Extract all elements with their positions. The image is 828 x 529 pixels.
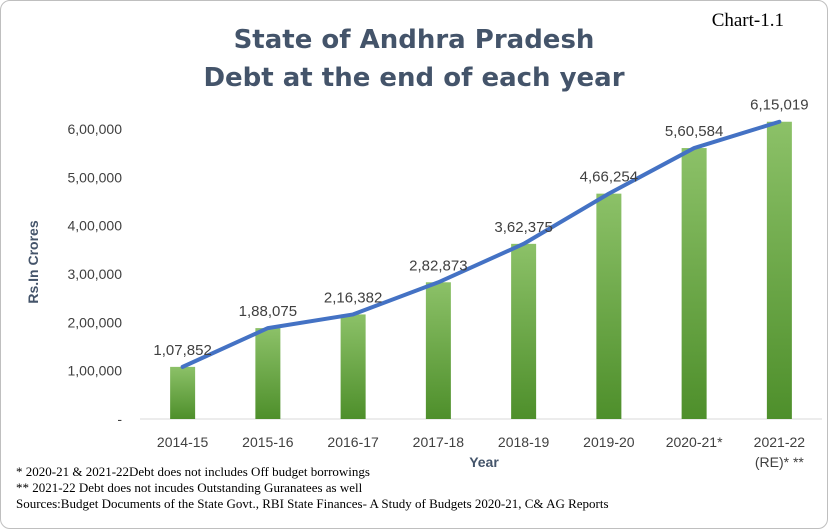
bar <box>681 148 707 419</box>
chart-title: State of Andhra Pradesh <box>233 25 595 55</box>
y-tick-label: - <box>117 411 122 427</box>
footnote-guarantees: ** 2021-22 Debt does not incudes Outstan… <box>16 480 363 495</box>
data-label: 1,07,852 <box>153 342 211 359</box>
chart-number-tag: Chart-1.1 <box>711 10 784 31</box>
x-tick-label: 2021-22 <box>754 434 806 450</box>
bar <box>340 314 366 419</box>
data-label: 6,15,019 <box>750 97 808 114</box>
data-label: 2,82,873 <box>409 257 467 274</box>
x-tick-label: 2014-15 <box>157 434 209 450</box>
x-axis-title: Year <box>469 454 499 470</box>
bar <box>425 282 451 419</box>
x-tick-label: 2019-20 <box>583 434 635 450</box>
data-label: 3,62,375 <box>494 219 552 236</box>
y-tick-label: 4,00,000 <box>68 218 123 234</box>
data-label: 5,60,584 <box>665 123 723 140</box>
bar <box>511 243 537 419</box>
footnote-sources: Sources:Budget Documents of the State Go… <box>16 496 609 511</box>
data-label: 1,88,075 <box>239 303 297 320</box>
y-tick-label: 5,00,000 <box>68 169 123 185</box>
y-tick-label: 1,00,000 <box>68 363 123 379</box>
data-label: 4,66,254 <box>580 169 638 186</box>
bar <box>596 193 622 419</box>
x-tick-label: 2016-17 <box>327 434 379 450</box>
data-label: 2,16,382 <box>324 289 382 306</box>
bar <box>766 121 792 419</box>
x-tick-label: 2015-16 <box>242 434 294 450</box>
y-tick-label: 6,00,000 <box>68 121 123 137</box>
x-tick-label: 2020-21* <box>666 434 723 450</box>
chart-subtitle: Debt at the end of each year <box>203 63 625 93</box>
x-tick-label: 2018-19 <box>498 434 550 450</box>
bar <box>170 366 196 419</box>
trend-line <box>180 119 782 369</box>
x-tick-label: 2017-18 <box>413 434 465 450</box>
x-tick-label: (RE)* ** <box>755 454 805 470</box>
y-axis-title: Rs.In Crores <box>25 220 41 303</box>
y-tick-label: 2,00,000 <box>68 314 123 330</box>
footnote-off-budget: * 2020-21 & 2021-22Debt does not include… <box>16 464 370 479</box>
y-tick-label: 3,00,000 <box>68 266 123 282</box>
bar <box>255 328 281 419</box>
